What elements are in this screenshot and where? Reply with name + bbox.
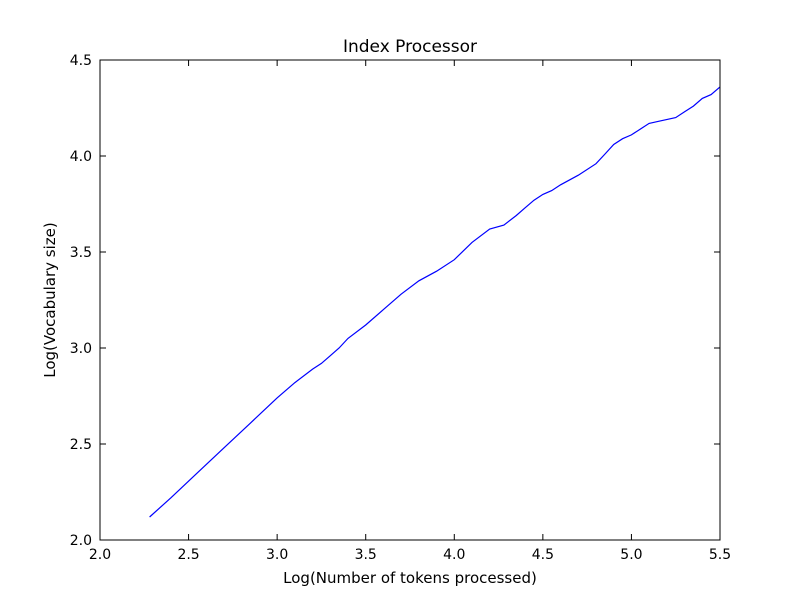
plot-series [149,86,721,518]
x-tick-label: 5.5 [709,547,731,563]
y-tick-label: 4.0 [70,149,92,165]
x-tick-label: 5.0 [620,547,642,563]
y-tick-label: 2.0 [70,533,92,549]
x-axis-label: Log(Number of tokens processed) [283,569,537,587]
x-tick-label: 3.5 [355,547,377,563]
y-axis-label: Log(Vocabulary size) [41,222,59,378]
plot-frame [99,59,721,541]
chart-title: Index Processor [343,37,477,57]
x-tick-label: 4.0 [443,547,465,563]
y-tick-label: 2.5 [70,437,92,453]
x-axis-ticks: 2.0 2.5 3.0 3.5 4.0 4.5 5.0 5.5 [89,60,731,563]
y-tick-label: 3.5 [70,245,92,261]
series-line [149,86,721,518]
y-axis-ticks: 2.0 2.5 3.0 3.5 4.0 4.5 [70,53,720,549]
x-tick-label: 2.5 [177,547,199,563]
y-tick-label: 3.0 [70,341,92,357]
x-tick-label: 2.0 [89,547,111,563]
x-tick-label: 3.0 [266,547,288,563]
y-tick-label: 4.5 [70,53,92,69]
x-tick-label: 4.5 [532,547,554,563]
